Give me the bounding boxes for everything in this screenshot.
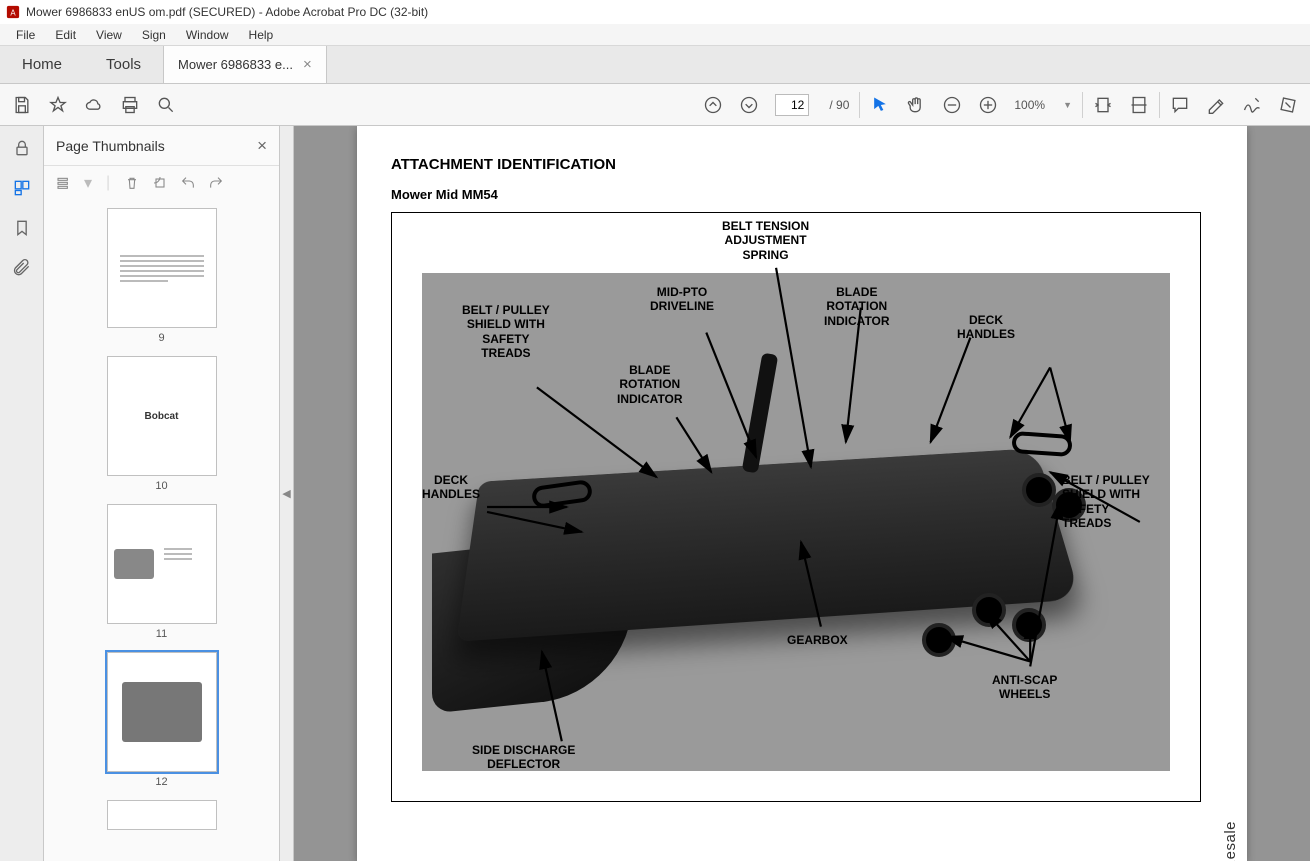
sign-icon[interactable] bbox=[1242, 95, 1262, 115]
label-deck-handles-right: DECK HANDLES bbox=[957, 313, 1015, 342]
rotate-icon[interactable] bbox=[152, 175, 168, 191]
window-title: Mower 6986833 enUS om.pdf (SECURED) - Ad… bbox=[26, 5, 428, 19]
page-down-icon[interactable] bbox=[739, 95, 759, 115]
thumbnail-page-13[interactable] bbox=[107, 800, 217, 830]
comment-icon[interactable] bbox=[1170, 95, 1190, 115]
document-view[interactable]: ATTACHMENT IDENTIFICATION Mower Mid MM54 bbox=[294, 126, 1310, 861]
window-titlebar: A Mower 6986833 enUS om.pdf (SECURED) - … bbox=[0, 0, 1310, 24]
lock-icon[interactable] bbox=[12, 138, 32, 158]
search-icon[interactable] bbox=[156, 95, 176, 115]
thumbnails-list[interactable]: 9 Bobcat 10 11 12 bbox=[44, 200, 279, 861]
tab-tools[interactable]: Tools bbox=[84, 46, 163, 83]
label-mid-pto: MID-PTO DRIVELINE bbox=[650, 285, 714, 314]
page-total: / 90 bbox=[829, 98, 849, 112]
highlight-icon[interactable] bbox=[1206, 95, 1226, 115]
close-panel-icon[interactable]: × bbox=[257, 136, 267, 156]
pointer-icon[interactable] bbox=[870, 95, 890, 115]
menu-edit[interactable]: Edit bbox=[45, 28, 86, 42]
label-anti-scap: ANTI-SCAP WHEELS bbox=[992, 673, 1057, 702]
stamp-icon[interactable] bbox=[1278, 95, 1298, 115]
menu-window[interactable]: Window bbox=[176, 28, 239, 42]
delete-icon[interactable] bbox=[124, 175, 140, 191]
main-area: Page Thumbnails × ▾ | 9 Bobcat 10 11 bbox=[0, 126, 1310, 861]
label-belt-tension: BELT TENSION ADJUSTMENT SPRING bbox=[722, 219, 809, 262]
label-belt-pulley-right: BELT / PULLEY SHIELD WITH SAFETY TREADS bbox=[1062, 473, 1150, 531]
svg-text:A: A bbox=[10, 9, 16, 18]
thumbnail-page-10[interactable]: Bobcat 10 bbox=[107, 356, 217, 492]
collapse-panel-handle[interactable]: ◀ bbox=[280, 126, 294, 861]
label-blade-rot-right: BLADE ROTATION INDICATOR bbox=[824, 285, 890, 328]
main-toolbar: / 90 100% ▼ bbox=[0, 84, 1310, 126]
attachment-icon[interactable] bbox=[12, 258, 32, 278]
thumbnails-header: Page Thumbnails × bbox=[44, 126, 279, 166]
doc-heading-2: Mower Mid MM54 bbox=[391, 187, 1213, 202]
hand-icon[interactable] bbox=[906, 95, 926, 115]
doc-heading-1: ATTACHMENT IDENTIFICATION bbox=[391, 156, 1213, 173]
close-tab-icon[interactable]: × bbox=[303, 56, 312, 73]
save-icon[interactable] bbox=[12, 95, 32, 115]
thumbnails-toolbar: ▾ | bbox=[44, 166, 279, 200]
cloud-icon[interactable] bbox=[84, 95, 104, 115]
redo-icon[interactable] bbox=[208, 175, 224, 191]
thumbnails-title: Page Thumbnails bbox=[56, 138, 165, 154]
zoom-dropdown-icon[interactable]: ▼ bbox=[1063, 100, 1072, 110]
tab-document-label: Mower 6986833 e... bbox=[178, 57, 293, 72]
label-side-discharge: SIDE DISCHARGE DEFLECTOR bbox=[472, 743, 575, 772]
document-page: ATTACHMENT IDENTIFICATION Mower Mid MM54 bbox=[357, 126, 1247, 861]
undo-icon[interactable] bbox=[180, 175, 196, 191]
page-up-icon[interactable] bbox=[703, 95, 723, 115]
pdf-icon: A bbox=[6, 5, 20, 19]
star-icon[interactable] bbox=[48, 95, 68, 115]
thumbnails-icon[interactable] bbox=[12, 178, 32, 198]
fit-page-icon[interactable] bbox=[1129, 95, 1149, 115]
label-gearbox: GEARBOX bbox=[787, 633, 848, 647]
bookmark-icon[interactable] bbox=[12, 218, 32, 238]
watermark: Dealer Copy -- Not for Resale bbox=[1222, 821, 1239, 861]
print-icon[interactable] bbox=[120, 95, 140, 115]
label-deck-handles-left: DECK HANDLES bbox=[422, 473, 480, 502]
tab-document[interactable]: Mower 6986833 e... × bbox=[163, 46, 327, 83]
page-number-input[interactable] bbox=[775, 94, 809, 116]
label-blade-rot-left: BLADE ROTATION INDICATOR bbox=[617, 363, 683, 406]
tab-bar: Home Tools Mower 6986833 e... × bbox=[0, 46, 1310, 84]
menu-view[interactable]: View bbox=[86, 28, 132, 42]
tab-home[interactable]: Home bbox=[0, 46, 84, 83]
menu-sign[interactable]: Sign bbox=[132, 28, 176, 42]
zoom-out-icon[interactable] bbox=[942, 95, 962, 115]
nav-rail bbox=[0, 126, 44, 861]
thumbnails-panel: Page Thumbnails × ▾ | 9 Bobcat 10 11 bbox=[44, 126, 280, 861]
label-belt-pulley-left: BELT / PULLEY SHIELD WITH SAFETY TREADS bbox=[462, 303, 550, 361]
menu-bar: File Edit View Sign Window Help bbox=[0, 24, 1310, 46]
zoom-in-icon[interactable] bbox=[978, 95, 998, 115]
thumbnail-page-9[interactable]: 9 bbox=[107, 208, 217, 344]
thumbnail-page-11[interactable]: 11 bbox=[107, 504, 217, 640]
diagram: BELT TENSION ADJUSTMENT SPRING MID-PTO D… bbox=[391, 212, 1201, 802]
menu-help[interactable]: Help bbox=[239, 28, 284, 42]
zoom-level[interactable]: 100% bbox=[1014, 98, 1047, 112]
fit-width-icon[interactable] bbox=[1093, 95, 1113, 115]
options-icon[interactable] bbox=[56, 175, 72, 191]
thumbnail-page-12[interactable]: 12 bbox=[107, 652, 217, 788]
menu-file[interactable]: File bbox=[6, 28, 45, 42]
